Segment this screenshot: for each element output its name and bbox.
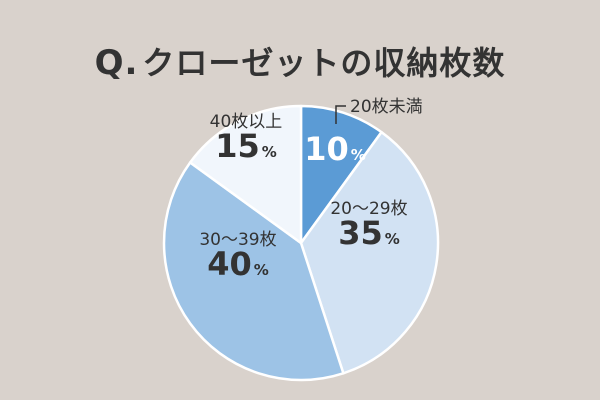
slice-value-4: 15% bbox=[215, 127, 277, 165]
leader-line bbox=[335, 105, 346, 124]
slice-value-2: 35% bbox=[338, 214, 400, 252]
slice-label-4: 40枚以上 bbox=[210, 112, 283, 132]
slice-label-1: 20枚未満 bbox=[350, 97, 423, 117]
pie-slice-1 bbox=[299, 104, 383, 245]
title-text: クローゼットの収納枚数 bbox=[142, 44, 506, 82]
chart-title: Q. クローゼットの収納枚数 bbox=[0, 38, 600, 84]
slice-value-1: 10% bbox=[304, 130, 366, 168]
pie-slice-3 bbox=[162, 161, 345, 382]
pie-slice-2 bbox=[299, 130, 440, 375]
slice-value-3: 40% bbox=[207, 245, 269, 283]
pie-slice-4 bbox=[188, 104, 303, 245]
slice-label-3: 30～39枚 bbox=[199, 230, 276, 250]
title-q-mark: Q. bbox=[94, 43, 139, 83]
slice-label-2: 20～29枚 bbox=[330, 199, 407, 219]
